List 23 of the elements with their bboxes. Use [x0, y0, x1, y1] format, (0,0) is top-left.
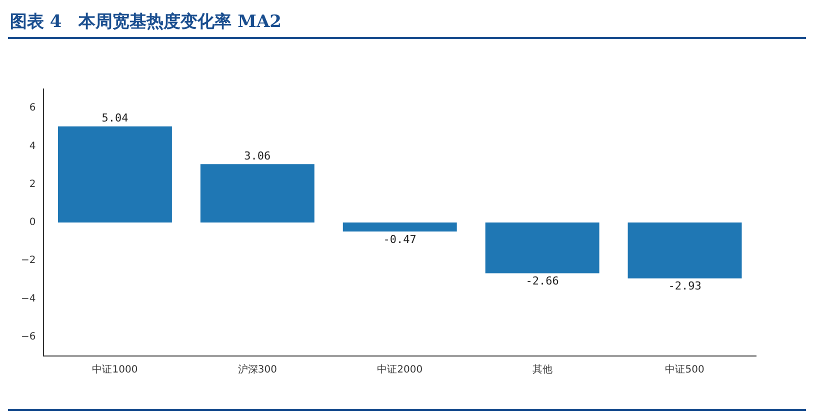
y-tick-label: 6: [29, 102, 36, 114]
x-tick-label: 中证2000: [377, 364, 423, 376]
y-tick-label: 0: [29, 217, 36, 228]
bar: [200, 164, 314, 222]
y-tick-label: −4: [20, 293, 36, 304]
bar: [58, 126, 172, 222]
x-tick-label: 其他: [532, 364, 552, 376]
data-label: 5.04: [102, 112, 129, 125]
y-tick-label: 2: [29, 178, 36, 190]
bar: [485, 222, 600, 274]
x-tick-label: 中证1000: [92, 364, 138, 376]
y-tick-label: 4: [29, 140, 36, 152]
y-tick-label: −6: [20, 332, 36, 343]
x-tick-label: 中证500: [665, 364, 704, 376]
data-label: -2.66: [526, 274, 559, 288]
data-label: -2.93: [668, 280, 702, 293]
y-tick-label: −2: [20, 255, 36, 266]
chart-title: 图表 4 本周宽基热度变化率 MA2: [8, 8, 806, 39]
bar: [342, 222, 457, 232]
bar: [628, 222, 742, 278]
x-tick-label: 沪深300: [238, 364, 277, 376]
data-label: 3.06: [244, 150, 271, 162]
data-label: -0.47: [383, 232, 416, 246]
